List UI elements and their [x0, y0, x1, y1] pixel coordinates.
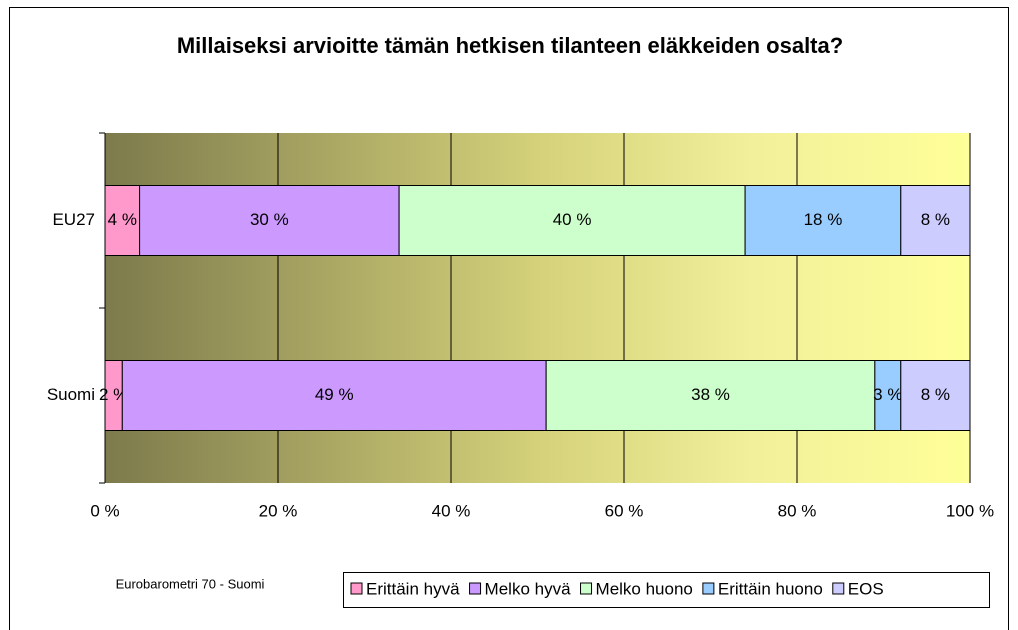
x-tick-label: 40 % [432, 501, 471, 520]
data-label: 49 % [315, 385, 354, 404]
y-tick-label: EU27 [52, 210, 95, 229]
legend-label: Erittäin hyvä [366, 579, 460, 598]
chart-title: Millaiseksi arvioitte tämän hetkisen til… [176, 33, 844, 58]
legend-label: Melko huono [596, 579, 693, 598]
bar-segment [744, 185, 902, 256]
data-label: 18 % [804, 210, 843, 229]
data-label: 8 % [921, 385, 950, 404]
legend-marker [580, 582, 593, 595]
data-label: 3 % [873, 385, 902, 404]
data-label: 30 % [250, 210, 289, 229]
x-tick-label: 100 % [946, 501, 994, 520]
data-label: 38 % [691, 385, 730, 404]
annotation: Eurobarometri 70 - Suomi [116, 576, 265, 591]
bar-segment [900, 360, 971, 431]
x-tick-label: 20 % [259, 501, 298, 520]
bar-segment [398, 185, 746, 256]
bar-segment [139, 185, 400, 256]
legend-marker [832, 582, 845, 595]
data-label: 40 % [553, 210, 592, 229]
x-tick-label: 0 % [90, 501, 119, 520]
x-tick-label: 80 % [778, 501, 817, 520]
chart-border [9, 7, 1009, 630]
legend-label: Melko hyvä [485, 579, 572, 598]
legend-marker [350, 582, 363, 595]
legend-label: Erittäin huono [718, 579, 823, 598]
legend-marker [702, 582, 715, 595]
data-label: 2 % [99, 385, 128, 404]
bar-segment [545, 360, 876, 431]
legend-box [343, 572, 990, 608]
bar-segment [104, 185, 141, 256]
x-tick-label: 60 % [605, 501, 644, 520]
legend-marker [469, 582, 482, 595]
bar-segment [900, 185, 971, 256]
bar-segment [121, 360, 547, 431]
y-tick-label: Suomi [47, 385, 95, 404]
legend-label: EOS [848, 579, 884, 598]
data-label: 4 % [108, 210, 137, 229]
bar-segment [874, 360, 902, 431]
data-label: 8 % [921, 210, 950, 229]
